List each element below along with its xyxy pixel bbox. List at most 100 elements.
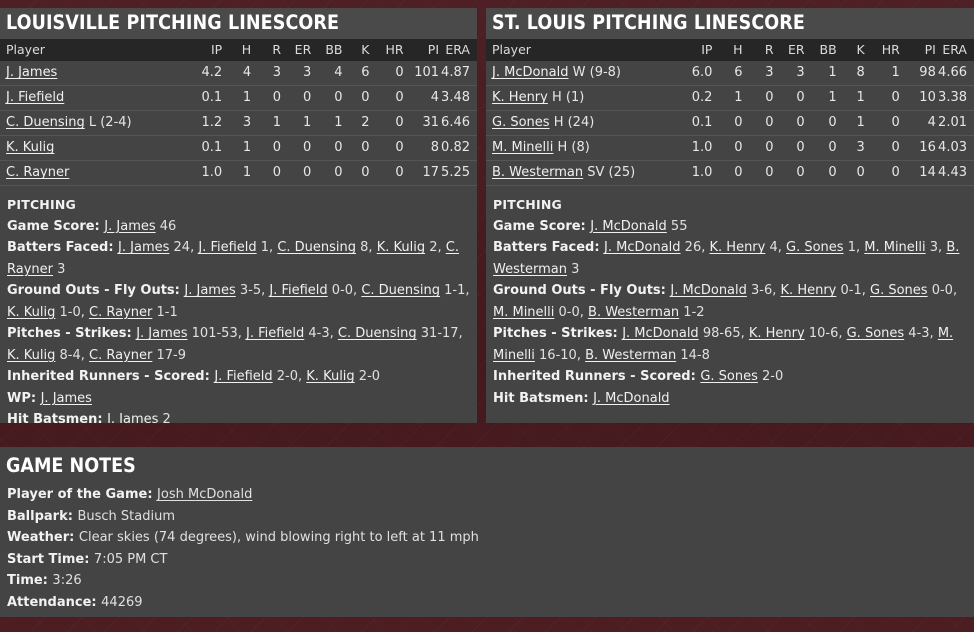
player-link[interactable]: J. McDonald	[604, 240, 681, 256]
player-link[interactable]: J. James	[136, 326, 188, 342]
col-header-ip: IP	[192, 39, 223, 62]
cell-pi: 4	[403, 85, 440, 112]
player-link[interactable]: J. Fiefield	[6, 90, 65, 106]
player-link[interactable]: J. James	[184, 283, 236, 299]
player-link[interactable]: K. Kulig	[6, 140, 55, 156]
detail-value: J. McDonald 55	[590, 218, 688, 234]
player-link[interactable]: K. Henry	[780, 283, 837, 299]
cell-ip: 1.0	[192, 160, 223, 187]
player-link[interactable]: C. Duensing	[277, 240, 357, 256]
col-header-h: H	[712, 39, 743, 62]
player-link[interactable]: C. Rayner	[89, 304, 153, 320]
table-row: M. Minelli H (8) 1.0 0 0 0 0 3 0 16 4.03	[486, 135, 974, 162]
cell-bb: 0	[804, 135, 837, 162]
cell-player: B. Westerman SV (25)	[486, 160, 683, 187]
player-link[interactable]: M. Minelli	[493, 304, 555, 320]
detail-line: Hit Batsmen: J. James 2	[7, 409, 470, 423]
col-header-r: R	[742, 39, 774, 62]
game-note-label: Start Time:	[7, 551, 94, 567]
player-link[interactable]: J. James	[40, 390, 92, 406]
player-link[interactable]: J. Fiefield	[269, 283, 328, 299]
detail-line: Ground Outs - Fly Outs: J. McDonald 3-6,…	[493, 280, 967, 323]
player-link[interactable]: C. Duensing	[6, 115, 85, 131]
cell-hr: 0	[864, 160, 900, 187]
player-link[interactable]: K. Henry	[748, 326, 805, 342]
cell-pi: 98	[899, 61, 936, 87]
player-link[interactable]: B. Westerman	[588, 304, 680, 320]
louisville-detail-lines: Game Score: J. James 46 Batters Faced: J.…	[7, 216, 470, 423]
game-note-value: 7:05 PM CT	[93, 551, 168, 567]
player-link[interactable]: J. Fiefield	[214, 369, 273, 385]
col-header-k: K	[836, 39, 865, 62]
player-link[interactable]: M. Minelli	[492, 140, 554, 156]
detail-value: J. James	[41, 391, 92, 406]
player-link[interactable]: K. Kulig	[7, 347, 56, 363]
cell-bb: 0	[804, 160, 837, 187]
cell-er: 1	[281, 110, 312, 137]
player-link[interactable]: G. Sones	[492, 115, 550, 131]
player-link[interactable]: B. Westerman	[585, 347, 677, 363]
cell-bb: 1	[804, 61, 837, 87]
player-link[interactable]: J. McDonald	[590, 218, 667, 234]
player-link[interactable]: J. Fiefield	[198, 240, 257, 256]
player-link[interactable]: C. Rayner	[7, 240, 459, 277]
col-header-bb: BB	[804, 39, 837, 62]
player-link[interactable]: M. Minelli	[493, 326, 954, 363]
game-note-value: 3:26	[52, 573, 82, 589]
player-link[interactable]: J. James	[104, 218, 156, 234]
col-header-era: ERA	[935, 39, 974, 62]
player-link[interactable]: K. Kulig	[7, 304, 56, 320]
cell-hr: 0	[369, 135, 404, 162]
player-link[interactable]: C. Duensing	[337, 326, 417, 342]
player-link[interactable]: C. Duensing	[361, 283, 441, 299]
louisville-detail-heading: PITCHING	[7, 197, 76, 213]
cell-player: K. Kulig	[0, 135, 193, 162]
player-link[interactable]: G. Sones	[786, 240, 844, 256]
player-link[interactable]: J. McDonald	[670, 283, 747, 299]
player-link[interactable]: K. Kulig	[376, 240, 426, 256]
player-link[interactable]: C. Rayner	[6, 165, 70, 181]
col-header-h: H	[222, 39, 252, 62]
player-link[interactable]: G. Sones	[700, 369, 758, 385]
cell-era: 6.46	[439, 110, 477, 137]
cell-ip: 1.2	[192, 110, 223, 137]
player-link[interactable]: C. Rayner	[89, 347, 153, 363]
cell-hr: 0	[369, 85, 404, 112]
player-link[interactable]: J. James	[118, 240, 170, 256]
cell-pi: 31	[403, 110, 440, 137]
player-decision: H (8)	[553, 140, 590, 156]
cell-ip: 0.2	[682, 85, 713, 112]
detail-value: J. James 46	[104, 218, 177, 234]
player-link[interactable]: K. Henry	[492, 90, 548, 106]
player-decision: H (1)	[547, 90, 585, 106]
game-note-line: Ballpark: Busch Stadium	[7, 506, 967, 528]
player-link[interactable]: Josh McDonald	[157, 487, 253, 503]
cell-pi: 8	[403, 135, 440, 162]
cell-pi: 17	[403, 160, 440, 187]
player-link[interactable]: J. James	[107, 412, 159, 423]
player-link[interactable]: J. James	[6, 65, 58, 81]
cell-player: C. Duensing L (2-4)	[0, 110, 193, 137]
detail-label: WP:	[7, 390, 41, 406]
game-note-value: Clear skies (74 degrees), wind blowing r…	[78, 530, 479, 546]
game-note-label: Ballpark:	[7, 508, 78, 524]
player-link[interactable]: K. Henry	[709, 240, 766, 256]
player-link[interactable]: J. McDonald	[622, 326, 699, 342]
player-link[interactable]: J. Fiefield	[245, 326, 305, 342]
player-link[interactable]: M. Minelli	[864, 240, 926, 256]
table-row: J. Fiefield 0.1 1 0 0 0 0 0 4 3.48	[0, 85, 477, 112]
player-link[interactable]: J. McDonald	[593, 390, 670, 406]
player-link[interactable]: B. Westerman	[492, 165, 584, 181]
player-link[interactable]: G. Sones	[846, 326, 905, 342]
player-link[interactable]: J. McDonald	[492, 65, 569, 81]
player-link[interactable]: B. Westerman	[493, 240, 960, 277]
player-link[interactable]: G. Sones	[870, 283, 928, 299]
table-row: C. Rayner 1.0 1 0 0 0 0 0 17 5.25	[0, 160, 477, 187]
cell-h: 4	[222, 61, 252, 87]
col-header-hr: HR	[369, 39, 404, 62]
cell-bb: 4	[311, 61, 343, 87]
table-row: G. Sones H (24) 0.1 0 0 0 0 1 0 4 2.01	[486, 110, 974, 137]
cell-k: 0	[342, 160, 370, 187]
detail-value: G. Sones 2-0	[700, 369, 784, 385]
player-link[interactable]: K. Kulig	[306, 369, 355, 385]
